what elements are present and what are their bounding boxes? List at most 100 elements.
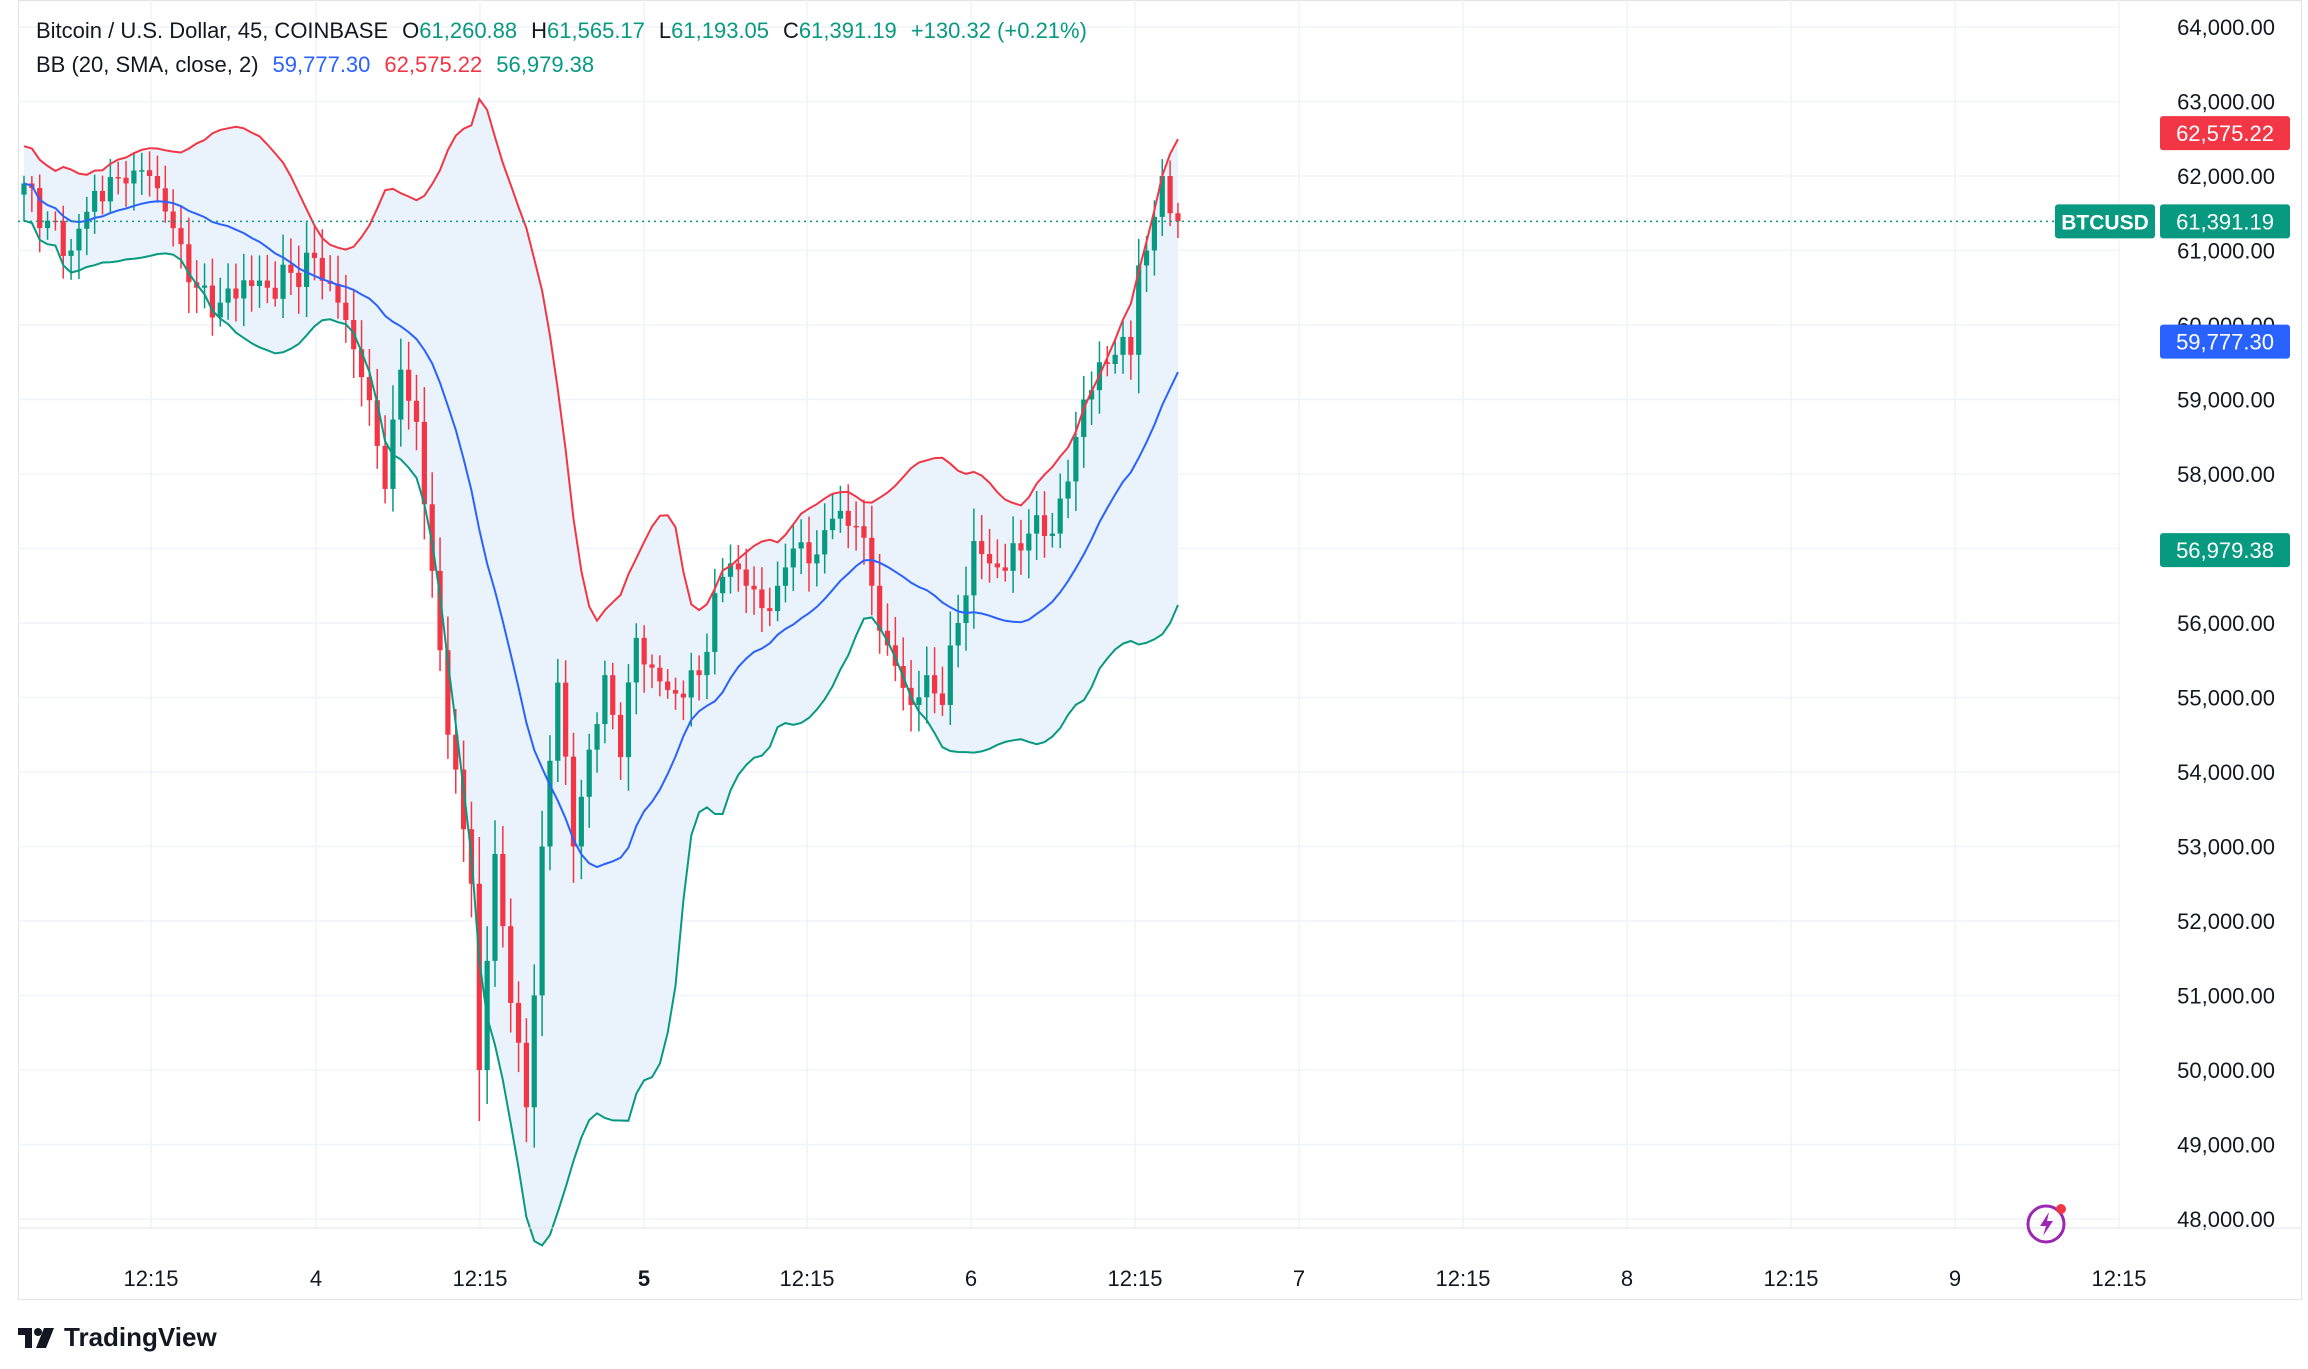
basis-badge-label: 59,777.30 — [2176, 330, 2274, 355]
candle-body — [570, 756, 577, 847]
candle-body — [539, 846, 545, 996]
candle-body — [994, 563, 1000, 568]
candle-body — [1057, 498, 1063, 534]
candle-body — [837, 510, 843, 519]
time-tick-label: 6 — [965, 1266, 977, 1291]
candle-body — [162, 188, 168, 212]
candle-body — [311, 252, 318, 258]
price-tick-label: 51,000.00 — [2177, 984, 2275, 1009]
candle-body — [335, 283, 341, 303]
upper-value: 62,575.22 — [384, 52, 483, 77]
candle-body — [602, 675, 608, 725]
tradingview-logo[interactable]: TradingView — [18, 1322, 217, 1353]
candle-body — [986, 554, 993, 564]
candle-body — [1159, 176, 1165, 217]
candle-body — [594, 724, 600, 750]
candle-body — [343, 302, 349, 321]
indicator-legend[interactable]: BB (20, SMA, close, 2) 59,777.30 62,575.22… — [36, 52, 594, 78]
indicator-title[interactable]: BB (20, SMA, close, 2) — [36, 52, 259, 77]
candle-body — [500, 853, 506, 927]
candle-body — [1136, 265, 1142, 355]
candle-body — [366, 377, 372, 401]
candle-body — [657, 667, 663, 682]
close-value: 61,391.19 — [798, 18, 897, 43]
candle-body — [68, 250, 74, 256]
symbol-title[interactable]: Bitcoin / U.S. Dollar, 45, COINBASE — [36, 18, 389, 43]
candle-body — [123, 177, 129, 184]
candle-body — [374, 400, 380, 446]
candle-body — [201, 285, 208, 288]
time-tick-label: 12:15 — [123, 1266, 178, 1291]
candle-body — [1041, 515, 1048, 537]
close-label: C — [783, 18, 799, 43]
candle-body — [688, 670, 694, 698]
low-value: 61,193.05 — [671, 18, 770, 43]
candle-body — [1018, 543, 1024, 551]
time-tick-label: 4 — [310, 1266, 322, 1291]
candle-body — [99, 190, 106, 202]
candle-body — [578, 796, 584, 847]
time-axis[interactable]: 12:15 4 12:15 5 12:15 6 12:15 7 12:15 8 12:15 9 12:1… — [18, 1227, 2302, 1291]
lightning-icon[interactable] — [2025, 1200, 2071, 1251]
candle-body — [131, 170, 137, 184]
candle-body — [1175, 213, 1181, 222]
candle-body — [861, 526, 867, 538]
candle-body — [1120, 336, 1126, 355]
candle-body — [547, 760, 553, 847]
candle-body — [445, 650, 451, 735]
candle-body — [406, 369, 412, 401]
time-tick-label: 12:15 — [1763, 1266, 1818, 1291]
candle-body — [147, 170, 153, 176]
candle-body — [319, 257, 325, 281]
candle-body — [1167, 176, 1173, 214]
candle-body — [437, 570, 443, 651]
candle-body — [44, 220, 51, 229]
candle-body — [555, 682, 561, 761]
candle-body — [37, 188, 43, 229]
price-tick-label: 49,000.00 — [2177, 1133, 2275, 1158]
candle-body — [21, 183, 27, 195]
candle-body — [296, 272, 302, 287]
time-tick-label: 8 — [1621, 1266, 1633, 1291]
candle-body — [233, 288, 239, 299]
lower-badge: 56,979.38 — [2160, 533, 2290, 568]
candle-body — [618, 714, 624, 758]
lower-badge-label: 56,979.38 — [2176, 538, 2274, 563]
candle-body — [107, 177, 113, 202]
candle-body — [225, 288, 231, 303]
candle-body — [1128, 336, 1134, 355]
candle-body — [288, 264, 294, 273]
candle-body — [1112, 354, 1118, 364]
candle-body — [947, 645, 953, 705]
candle-body — [704, 651, 710, 676]
price-tick-label: 54,000.00 — [2177, 760, 2275, 785]
price-tick-label: 53,000.00 — [2177, 835, 2275, 860]
upper-band-line — [23, 96, 1179, 623]
candle-body — [178, 228, 184, 245]
candle-body — [822, 530, 828, 555]
price-badges: 62,575.22 BTCUSD 61,391.19 59,777.30 56,… — [2055, 116, 2290, 568]
price-tick-label: 55,000.00 — [2177, 686, 2275, 711]
tradingview-brand: TradingView — [64, 1322, 217, 1352]
last-price-badge: 61,391.19 — [2160, 204, 2290, 239]
candle-body — [272, 287, 278, 299]
candle-body — [727, 563, 734, 577]
candle-body — [720, 576, 726, 594]
lower-value: 56,979.38 — [496, 52, 595, 77]
candle-body — [461, 769, 467, 830]
candle-body — [625, 682, 632, 758]
candle-body — [304, 252, 310, 287]
time-tick-label: 7 — [1293, 1266, 1305, 1291]
candle-body — [398, 369, 404, 420]
symbol-legend[interactable]: Bitcoin / U.S. Dollar, 45, COINBASE O61,2… — [36, 18, 1087, 44]
price-axis[interactable]: 64,000.0063,000.0062,000.0061,000.0060,0… — [2177, 15, 2275, 1232]
upper-badge: 62,575.22 — [2160, 116, 2290, 151]
btcusd-tag: BTCUSD — [2055, 204, 2155, 239]
time-tick-label: 5 — [638, 1266, 650, 1291]
time-tick-label: 9 — [1949, 1266, 1961, 1291]
chart-frame — [18, 0, 2302, 1300]
candle-body — [76, 228, 82, 251]
open-label: O — [402, 18, 420, 43]
candle-body — [672, 690, 679, 694]
